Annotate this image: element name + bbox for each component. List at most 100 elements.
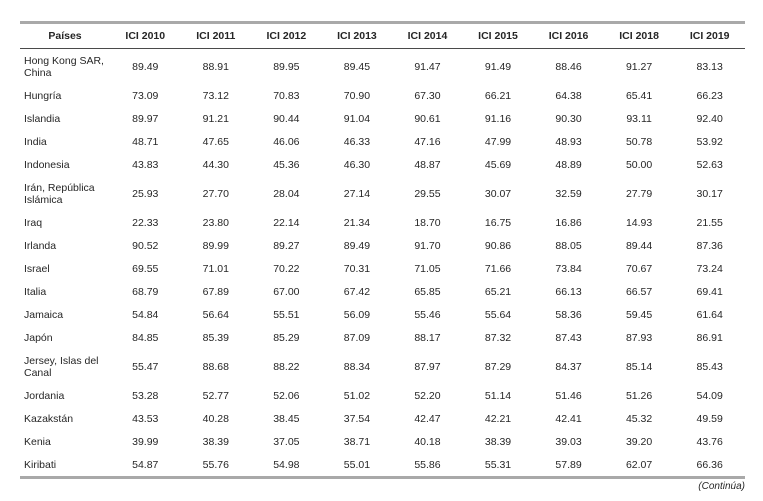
ici-value: 66.57 bbox=[625, 285, 653, 298]
table-body: Hong Kong SAR, China 89.49 88.91 89.95 89.45… bbox=[20, 49, 745, 478]
ici-value: 92.40 bbox=[696, 112, 723, 125]
ici-value: 65.85 bbox=[414, 285, 441, 298]
ici-value: 32.59 bbox=[555, 187, 582, 200]
ici-value: 51.14 bbox=[484, 389, 512, 402]
ici-value: 52.06 bbox=[273, 389, 300, 402]
ici-value: 42.21 bbox=[484, 412, 512, 425]
ici-value: 71.01 bbox=[202, 262, 229, 275]
ici-value: 38.39 bbox=[202, 435, 229, 448]
ici-value: 27.14 bbox=[343, 187, 371, 200]
country-name: Italia bbox=[24, 285, 47, 298]
ici-value: 88.05 bbox=[555, 239, 582, 252]
ici-value: 52.63 bbox=[696, 158, 723, 171]
ici-value: 38.39 bbox=[484, 435, 512, 448]
country-name: Hong Kong SAR, China bbox=[24, 54, 104, 79]
ici-value: 37.05 bbox=[273, 435, 300, 448]
ici-value: 42.41 bbox=[555, 412, 582, 425]
ici-value: 55.46 bbox=[414, 308, 441, 321]
column-header-ici-2018: ICI 2018 bbox=[603, 22, 675, 49]
ici-value: 91.27 bbox=[625, 60, 653, 73]
ici-value: 87.09 bbox=[343, 331, 371, 344]
ici-value: 22.14 bbox=[273, 216, 300, 229]
ici-value: 71.66 bbox=[484, 262, 512, 275]
ici-value: 48.71 bbox=[132, 135, 159, 148]
table-row: Islandia 89.97 91.21 90.44 91.04 90.61 91.16 90… bbox=[20, 107, 745, 130]
country-name: Kazakstán bbox=[24, 412, 74, 425]
ici-value: 39.20 bbox=[625, 435, 653, 448]
ici-value: 85.43 bbox=[696, 360, 723, 373]
table-row: Italia 68.79 67.89 67.00 67.42 65.85 65.21 66.1… bbox=[20, 280, 745, 303]
ici-value: 46.30 bbox=[343, 158, 371, 171]
ici-value: 44.30 bbox=[202, 158, 229, 171]
country-name: India bbox=[24, 135, 47, 148]
ici-value: 50.00 bbox=[625, 158, 653, 171]
ici-value: 89.49 bbox=[132, 60, 159, 73]
ici-value: 45.32 bbox=[625, 412, 653, 425]
ici-value: 91.04 bbox=[343, 112, 371, 125]
column-header-countries: Países bbox=[20, 22, 110, 49]
ici-value: 58.36 bbox=[555, 308, 582, 321]
ici-value: 54.98 bbox=[273, 458, 300, 471]
table-row: Hong Kong SAR, China 89.49 88.91 89.95 89.45… bbox=[20, 49, 745, 85]
table-row: Iraq 22.33 23.80 22.14 21.34 18.70 16.75 16.86 1… bbox=[20, 211, 745, 234]
table-row: Irlanda 90.52 89.99 89.27 89.49 91.70 90.86 88.… bbox=[20, 234, 745, 257]
ici-value: 88.91 bbox=[202, 60, 229, 73]
ici-value: 61.64 bbox=[696, 308, 723, 321]
country-name: Islandia bbox=[24, 112, 61, 125]
ici-value: 90.30 bbox=[555, 112, 582, 125]
ici-value: 70.22 bbox=[273, 262, 300, 275]
country-name: Jamaica bbox=[24, 308, 64, 321]
ici-value: 55.86 bbox=[414, 458, 441, 471]
ici-value: 90.86 bbox=[484, 239, 512, 252]
ici-value: 89.44 bbox=[625, 239, 653, 252]
ici-value: 53.28 bbox=[132, 389, 159, 402]
ici-value: 90.61 bbox=[414, 112, 441, 125]
ici-value: 88.22 bbox=[273, 360, 300, 373]
table-row: Kenia 39.99 38.39 37.05 38.71 40.18 38.39 39.03… bbox=[20, 430, 745, 453]
ici-value: 46.33 bbox=[343, 135, 371, 148]
ici-value: 67.89 bbox=[202, 285, 229, 298]
ici-value: 89.99 bbox=[202, 239, 229, 252]
ici-value: 45.69 bbox=[484, 158, 512, 171]
table-header-row: Países ICI 2010 ICI 2011 ICI 2012 ICI 2013 IC… bbox=[20, 22, 745, 49]
ici-value: 57.89 bbox=[555, 458, 582, 471]
ici-value: 86.91 bbox=[696, 331, 723, 344]
ici-value: 27.79 bbox=[625, 187, 653, 200]
country-name: Indonesia bbox=[24, 158, 70, 171]
ici-value: 54.09 bbox=[696, 389, 723, 402]
ici-value: 39.99 bbox=[132, 435, 159, 448]
column-header-ici-2015: ICI 2015 bbox=[462, 22, 534, 49]
country-name: Irlanda bbox=[24, 239, 57, 252]
ici-value: 59.45 bbox=[625, 308, 653, 321]
ici-value: 88.34 bbox=[343, 360, 371, 373]
ici-value: 28.04 bbox=[273, 187, 300, 200]
ici-value: 14.93 bbox=[625, 216, 653, 229]
ici-value: 55.47 bbox=[132, 360, 159, 373]
ici-value: 50.78 bbox=[625, 135, 653, 148]
ici-value: 43.83 bbox=[132, 158, 159, 171]
ici-value: 66.36 bbox=[696, 458, 723, 471]
ici-value: 88.46 bbox=[555, 60, 582, 73]
ici-value: 69.55 bbox=[132, 262, 159, 275]
ici-value: 42.47 bbox=[414, 412, 441, 425]
ici-value: 89.49 bbox=[343, 239, 371, 252]
country-name: Jersey, Islas del Canal bbox=[24, 354, 99, 379]
ici-value: 47.99 bbox=[484, 135, 512, 148]
country-name: Hungría bbox=[24, 89, 62, 102]
ici-value: 38.45 bbox=[273, 412, 300, 425]
ici-value: 51.46 bbox=[555, 389, 582, 402]
ici-value: 93.11 bbox=[626, 112, 652, 125]
ici-value: 69.41 bbox=[696, 285, 723, 298]
ici-value: 55.51 bbox=[273, 308, 300, 321]
ici-value: 51.02 bbox=[343, 389, 371, 402]
ici-value: 70.67 bbox=[625, 262, 653, 275]
ici-value: 55.31 bbox=[484, 458, 512, 471]
ici-value: 73.09 bbox=[132, 89, 159, 102]
ici-value: 65.21 bbox=[484, 285, 512, 298]
ici-value: 47.65 bbox=[202, 135, 229, 148]
ici-value: 46.06 bbox=[273, 135, 300, 148]
ici-value: 37.54 bbox=[343, 412, 371, 425]
ici-value: 87.43 bbox=[555, 331, 582, 344]
country-name: Jordania bbox=[24, 389, 65, 402]
ici-value: 87.93 bbox=[625, 331, 653, 344]
